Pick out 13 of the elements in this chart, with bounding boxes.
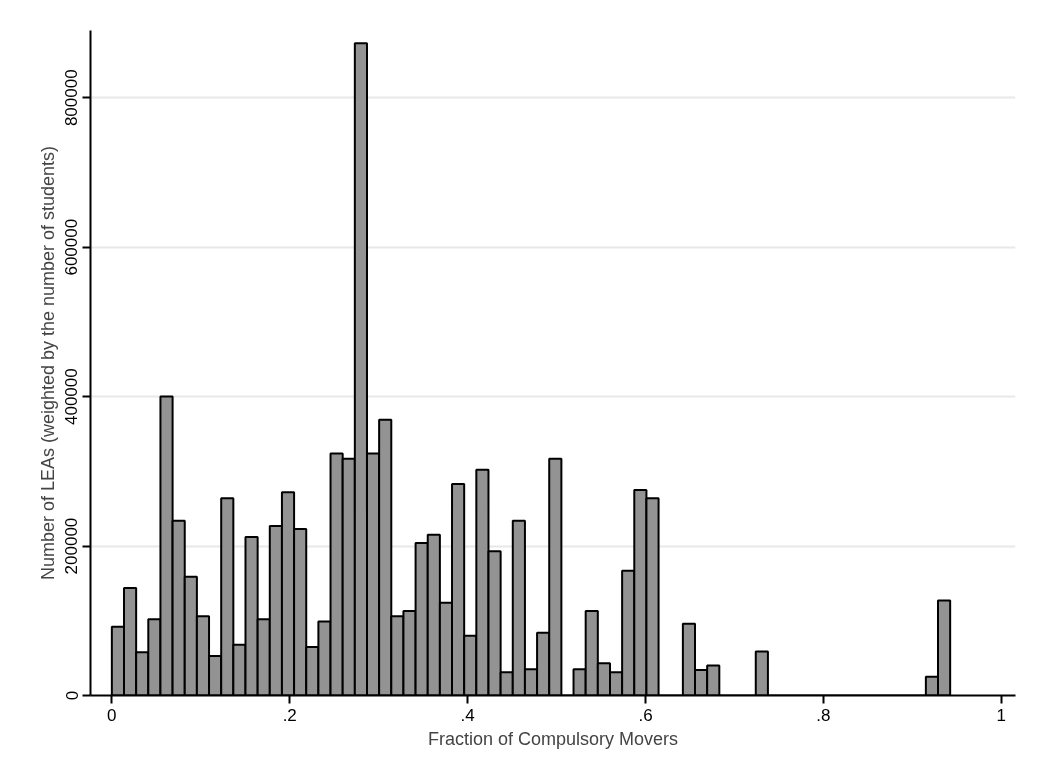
- x-tick-label: .6: [638, 705, 653, 725]
- y-tick-label: 400000: [62, 368, 82, 425]
- x-tick-label: .4: [460, 705, 475, 725]
- x-tick-label: .2: [282, 705, 297, 725]
- y-tick-label: 600000: [62, 218, 82, 276]
- y-axis-title: Number of LEAs (weighted by the number of students): [37, 145, 58, 581]
- y-tick-label: 200000: [62, 517, 82, 575]
- x-tick-label: 0: [107, 705, 117, 725]
- x-tick-label: .8: [816, 705, 831, 725]
- y-tick-label: 800000: [62, 69, 82, 127]
- x-tick-label: 1: [996, 705, 1007, 725]
- x-axis-title: Fraction of Compulsory Movers: [427, 728, 679, 749]
- y-tick-label: 0: [62, 690, 82, 701]
